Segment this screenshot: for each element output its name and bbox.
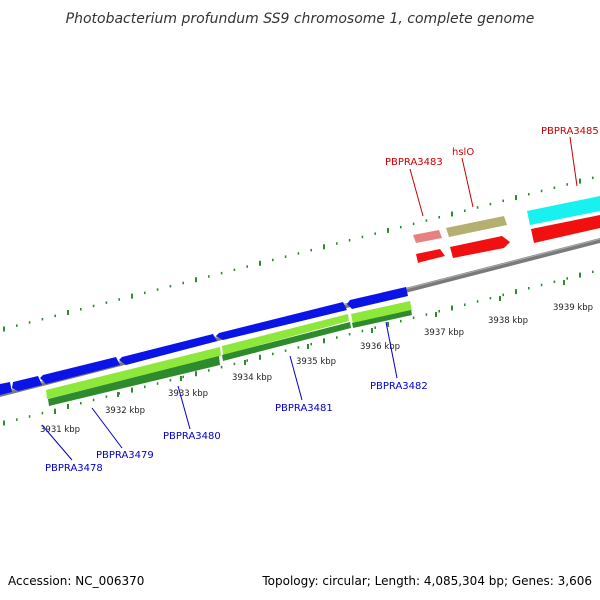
label-PBPRA3483[interactable]: PBPRA3483: [385, 157, 443, 217]
gene-PBPRA3481-feature[interactable]: [222, 314, 349, 355]
label-PBPRA3478-text[interactable]: PBPRA3478: [45, 463, 103, 474]
label-PBPRA3479[interactable]: PBPRA3479: [91, 407, 154, 461]
label-PBPRA3480[interactable]: PBPRA3480: [163, 385, 221, 442]
gene-PBPRA3479-feature-lower[interactable]: [48, 356, 220, 406]
scale-tick-3932: 3932 kbp: [105, 392, 145, 416]
gene-PBPRA3482-feature-lower[interactable]: [352, 310, 412, 328]
scale-tick-3937: 3937 kbp: [424, 312, 464, 338]
label-PBPRA3479-text[interactable]: PBPRA3479: [96, 450, 154, 461]
gene-hslO[interactable]: [446, 216, 510, 258]
gene-PBPRA3485[interactable]: [527, 196, 600, 243]
scale-label-3937: 3937 kbp: [424, 328, 464, 338]
scale-tick-3931: 3931 kbp: [40, 409, 80, 435]
gene-PBPRA3483-feature[interactable]: [413, 230, 442, 243]
gene-PBPRA3479-feature[interactable]: [46, 347, 221, 399]
scale-tick-3936: 3936 kbp: [360, 328, 400, 352]
label-PBPRA3478[interactable]: PBPRA3478: [41, 424, 103, 474]
gene-PBPRA3483-cds[interactable]: [416, 249, 445, 263]
gene-PBPRA3477-cds[interactable]: [0, 382, 12, 395]
gene-PBPRA3485-feature[interactable]: [527, 196, 600, 225]
scale-label-3938: 3938 kbp: [488, 316, 528, 326]
gene-hslO-cds[interactable]: [450, 236, 510, 258]
scale-label-3932: 3932 kbp: [105, 406, 145, 416]
accession-text: Accession: NC_006370: [8, 574, 144, 588]
gene-hslO-feature[interactable]: [446, 216, 507, 237]
label-PBPRA3483-text[interactable]: PBPRA3483: [385, 157, 443, 168]
gene-PBPRA3478-cds[interactable]: [12, 376, 42, 391]
label-hslO-text[interactable]: hslO: [452, 147, 474, 158]
label-PBPRA3482-text[interactable]: PBPRA3482: [370, 381, 428, 392]
scale-label-3935: 3935 kbp: [296, 357, 336, 367]
gene-PBPRA3485-cds[interactable]: [531, 215, 600, 243]
upper-tick-row: [3, 176, 594, 332]
scale-label-3933: 3933 kbp: [168, 389, 208, 399]
gene-PBPRA3479-cds[interactable]: [40, 357, 120, 384]
gene-PBPRA3483[interactable]: [413, 230, 445, 263]
scale-label-3936: 3936 kbp: [360, 342, 400, 352]
gene-PBPRA3481-cds[interactable]: [216, 302, 347, 340]
map-title: Photobacterium profundum SS9 chromosome …: [66, 11, 535, 27]
scale-label-3934: 3934 kbp: [232, 373, 272, 383]
lower-tick-row: [3, 270, 594, 426]
label-PBPRA3480-text[interactable]: PBPRA3480: [163, 431, 221, 442]
label-PBPRA3481-text[interactable]: PBPRA3481: [275, 403, 333, 414]
label-PBPRA3482[interactable]: PBPRA3482: [370, 321, 428, 392]
gene-PBPRA3480-cds[interactable]: [119, 334, 217, 365]
label-hslO[interactable]: hslO: [452, 147, 474, 208]
gene-PBPRA3482-cds[interactable]: [347, 287, 408, 309]
scale-label-3939: 3939 kbp: [553, 303, 593, 313]
label-PBPRA3485-text[interactable]: PBPRA3485: [541, 126, 599, 137]
label-PBPRA3485[interactable]: PBPRA3485: [541, 126, 599, 187]
gene-PBPRA3481-feature-lower[interactable]: [222, 322, 351, 361]
scale-tick-3939: 3939 kbp: [553, 280, 593, 313]
label-PBPRA3481[interactable]: PBPRA3481: [275, 355, 333, 414]
gene-PBPRA3482-feature[interactable]: [351, 301, 412, 325]
genome-summary-text: Topology: circular; Length: 4,085,304 bp…: [261, 574, 592, 588]
scale-tick-3934: 3934 kbp: [232, 360, 272, 383]
scale-label-3931: 3931 kbp: [40, 425, 80, 435]
scale-tick-3938: 3938 kbp: [488, 296, 528, 326]
scale-tick-3935: 3935 kbp: [296, 344, 336, 367]
scale-tick-3933: 3933 kbp: [168, 376, 208, 399]
